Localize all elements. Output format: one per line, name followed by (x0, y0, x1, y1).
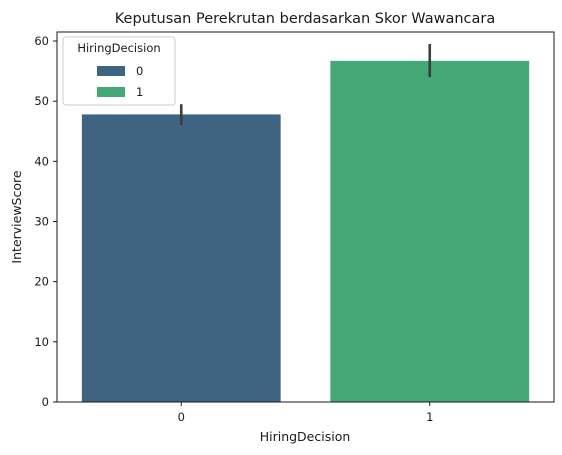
chart-title: Keputusan Perekrutan berdasarkan Skor Wa… (115, 11, 495, 27)
y-tick-label-0: 0 (42, 395, 49, 409)
legend-label-0: 0 (136, 64, 143, 78)
y-tick-label-50: 50 (34, 94, 49, 108)
y-tick-label-30: 30 (34, 215, 49, 229)
y-tick-label-20: 20 (34, 275, 49, 289)
x-axis-label: HiringDecision (260, 429, 351, 444)
error-bars-group (179, 44, 432, 126)
plot-frame (56, 31, 555, 403)
y-tick-label-40: 40 (34, 154, 49, 168)
x-tick-label-1: 1 (426, 410, 433, 424)
y-tick-label-10: 10 (34, 335, 49, 349)
legend-title: HiringDecision (77, 41, 160, 55)
legend: HiringDecision 0 1 (62, 36, 176, 106)
y-axis-ticks: 0 10 20 30 40 50 60 (34, 34, 57, 409)
y-tick-label-60: 60 (34, 34, 49, 48)
y-axis-label: InterviewScore (9, 170, 24, 263)
legend-label-1: 1 (136, 85, 143, 99)
bar-0 (81, 114, 281, 403)
x-tick-label-0: 0 (178, 410, 185, 424)
bar-1 (330, 60, 530, 402)
legend-swatch-1 (97, 87, 125, 97)
legend-swatch-0 (97, 66, 125, 76)
bars-group (81, 60, 530, 403)
